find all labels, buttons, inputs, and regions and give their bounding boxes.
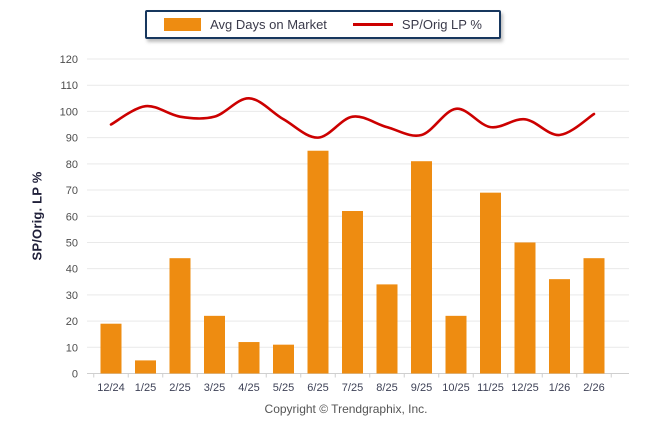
x-tick-label-10/25: 10/25 [442, 382, 470, 394]
x-tick-label-11/25: 11/25 [477, 382, 504, 394]
y-tick-label-10: 10 [66, 342, 78, 354]
x-tick-label-1/26: 1/26 [549, 382, 570, 394]
x-axis-labels: 12/24 1/25 2/25 3/25 4/25 5/25 6/25 7/25 8/25 9/2… [97, 382, 604, 394]
y-tick-label-70: 70 [66, 185, 78, 197]
y-tick-label-50: 50 [66, 237, 78, 249]
bar-12/25 [514, 242, 536, 374]
y-tick-label-60: 60 [66, 211, 78, 223]
y-tick-label-20: 20 [66, 316, 78, 328]
bar-10/25 [445, 315, 467, 374]
x-tick-label-8/25: 8/25 [376, 382, 397, 394]
y-tick-label-100: 100 [60, 106, 78, 118]
y-tick-label-80: 80 [66, 159, 78, 171]
y-tick-label-30: 30 [66, 290, 78, 302]
bar-1/25 [135, 360, 156, 374]
x-axis-ticks [93, 373, 612, 378]
x-tick-label-12/24: 12/24 [97, 382, 125, 394]
bar-12/24 [100, 323, 122, 374]
line-series-label: SP/Orig LP % [401, 17, 482, 32]
bar-8/25 [376, 284, 398, 374]
bar-3/25 [204, 315, 225, 374]
y-axis-labels: 0 10 20 30 40 50 60 70 80 90 100 110 120 [60, 54, 78, 381]
x-tick-label-6/25: 6/25 [307, 382, 328, 394]
bar-6/25 [307, 150, 329, 374]
legend: Avg Days on Market SP/Orig LP % [145, 10, 501, 39]
x-tick-label-12/25: 12/25 [511, 382, 539, 394]
x-tick-label-3/25: 3/25 [204, 382, 225, 394]
bar-2/25 [169, 258, 191, 374]
x-tick-label-2/26: 2/26 [583, 382, 604, 394]
y-axis-title: SP/Orig. LP % [29, 171, 45, 261]
y-tick-label-120: 120 [60, 54, 78, 66]
bar-9/25 [411, 161, 432, 374]
bar-series-swatch [164, 18, 202, 31]
bar-1/26 [549, 279, 570, 374]
bar-2/26 [583, 258, 605, 374]
legend-row: Avg Days on Market SP/Orig LP % [0, 10, 646, 39]
y-tick-label-0: 0 [72, 369, 78, 381]
bar-7/25 [342, 211, 363, 374]
sp-orig-lp-line [109, 97, 596, 139]
bar-series-label: Avg Days on Market [210, 17, 327, 32]
x-tick-label-7/25: 7/25 [342, 382, 363, 394]
x-tick-label-5/25: 5/25 [273, 382, 294, 394]
x-tick-label-4/25: 4/25 [238, 382, 259, 394]
bar-11/25 [480, 192, 501, 374]
y-tick-label-110: 110 [60, 80, 78, 92]
x-tick-label-1/25: 1/25 [135, 382, 156, 394]
x-tick-label-2/25: 2/25 [169, 382, 190, 394]
bar-series [100, 150, 605, 374]
y-tick-label-90: 90 [66, 133, 78, 145]
line-series-swatch [352, 23, 393, 26]
y-tick-label-40: 40 [66, 264, 78, 276]
copyright-text: Copyright © Trendgraphix, Inc. [264, 402, 428, 416]
x-tick-label-9/25: 9/25 [411, 382, 432, 394]
bar-5/25 [273, 344, 294, 374]
bar-4/25 [238, 342, 260, 374]
